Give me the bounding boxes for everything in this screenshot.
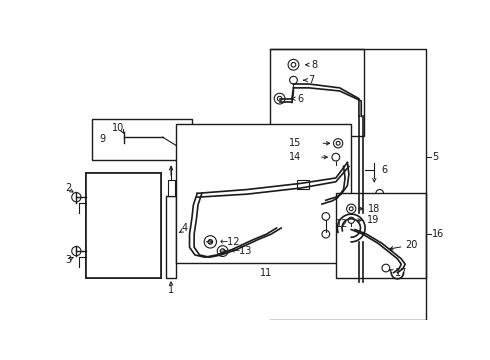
Text: 11: 11 [260, 267, 272, 278]
Bar [270, 49, 365, 136]
Text: 9: 9 [99, 134, 105, 144]
Text: 6: 6 [381, 165, 388, 175]
Text: 3: 3 [66, 255, 72, 265]
Bar [86, 172, 161, 278]
Text: 14: 14 [289, 152, 301, 162]
Bar [86, 172, 161, 278]
Text: 1: 1 [168, 285, 174, 294]
Text: 12: 12 [336, 219, 348, 229]
Text: 19: 19 [367, 215, 379, 225]
Bar [176, 124, 351, 263]
Text: 8: 8 [311, 60, 318, 70]
Text: 7: 7 [308, 75, 315, 85]
Bar [336, 193, 426, 278]
Text: 15: 15 [289, 138, 301, 148]
Text: 17: 17 [395, 267, 408, 278]
Text: 5: 5 [432, 152, 439, 162]
Text: 20: 20 [405, 240, 417, 250]
Text: ←13: ←13 [232, 246, 252, 256]
Bar [167, 195, 176, 278]
Text: 6: 6 [297, 94, 303, 104]
Text: 18: 18 [368, 204, 380, 214]
Text: ←12: ←12 [220, 237, 240, 247]
Text: 2: 2 [66, 183, 72, 193]
Text: 4: 4 [181, 223, 187, 233]
Bar [168, 180, 175, 195]
Text: 16: 16 [432, 229, 444, 239]
Bar [92, 119, 192, 160]
Bar [297, 180, 309, 189]
Text: 10: 10 [112, 123, 124, 133]
